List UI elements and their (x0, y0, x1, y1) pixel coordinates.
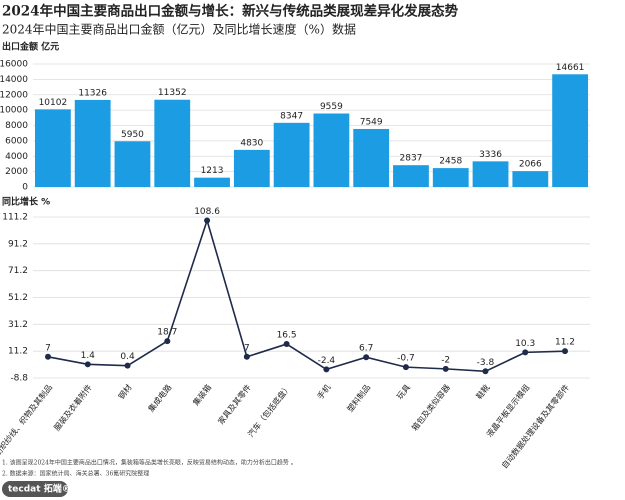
data-label: 11352 (158, 88, 187, 98)
y-axis-label: 同比增长 % (2, 196, 50, 208)
y-tick-label: 14000 (0, 75, 28, 85)
data-label: 14661 (556, 63, 585, 73)
x-tick-label: 玩具 (395, 383, 412, 401)
data-label: -3.8 (477, 358, 495, 368)
data-label: -2.4 (318, 356, 336, 366)
point (323, 366, 330, 373)
chart-subtitle: 2024年中国主要商品出口金额（亿元）及同比增长速度（%）数据 (2, 22, 356, 37)
point (124, 362, 131, 369)
data-label: 4830 (240, 138, 263, 148)
x-tick-label: 家具及其零件 (216, 382, 253, 426)
data-label: -0.7 (397, 354, 415, 364)
data-label: 3336 (479, 150, 502, 160)
bar (552, 74, 589, 187)
point (442, 365, 449, 372)
data-label: 2458 (439, 157, 462, 167)
point (204, 217, 211, 224)
data-label: 10.3 (515, 339, 535, 349)
point (283, 341, 290, 348)
data-label: 2837 (400, 154, 423, 164)
point (522, 349, 529, 356)
bar (154, 99, 191, 187)
y-tick-label: 31.2 (8, 320, 28, 330)
data-label: 1.4 (81, 351, 96, 361)
y-tick-label: 11.2 (8, 347, 28, 357)
y-tick-label: 12000 (0, 90, 28, 100)
x-tick-label: 塑料制品 (345, 382, 373, 413)
point (562, 348, 568, 355)
point (164, 338, 171, 345)
point (482, 368, 489, 375)
y-tick-label: 10000 (0, 106, 28, 116)
y-tick-label: -8.8 (10, 374, 28, 384)
chart-title: 2024年中国主要商品出口金额与增长：新兴与传统品类展现差异化发展态势 (2, 3, 459, 20)
y-tick-label: 0 (22, 183, 28, 193)
bar (512, 171, 549, 187)
x-tick-label: 集成电路 (146, 382, 174, 413)
bar (432, 168, 469, 187)
x-tick-label: 自动数据处理设备及其零部件 (499, 382, 571, 470)
data-label: 18.7 (157, 328, 177, 338)
y-tick-label: 71.2 (8, 266, 28, 276)
data-label: 11.2 (555, 338, 575, 348)
logo: tecdat 拓端® (8, 483, 71, 495)
data-label: 108.6 (194, 207, 220, 217)
bar (313, 113, 350, 187)
point (84, 361, 91, 368)
bar (472, 161, 509, 187)
x-tick-label: 纺织纱线、织物及其制品 (0, 382, 54, 458)
data-label: 11326 (78, 88, 107, 98)
logo-bg (2, 481, 68, 497)
y-tick-label: 6000 (5, 136, 28, 146)
data-label: 7549 (360, 117, 383, 127)
x-tick-label: 鞋靴 (474, 382, 492, 401)
x-tick-label: 钢材 (116, 382, 134, 401)
data-label: 10102 (39, 98, 68, 108)
data-label: 9559 (320, 102, 343, 112)
line (47, 217, 566, 373)
data-label: 7 (45, 343, 51, 353)
point (363, 354, 370, 361)
y-axis-label: 出口金额 亿元 (2, 41, 59, 53)
x-tick-label: 液晶平板显示模组 (484, 382, 531, 439)
data-label: -2 (441, 355, 450, 365)
data-label: 5950 (121, 130, 144, 140)
point (243, 353, 250, 360)
data-label: 8347 (280, 111, 303, 121)
data-label: 16.5 (277, 331, 297, 341)
point (402, 364, 409, 371)
bar (393, 165, 429, 187)
x-tick-label: 箱包及类似容器 (409, 382, 451, 432)
bar (194, 177, 230, 187)
y-tick-label: 16000 (0, 60, 28, 70)
bar (114, 141, 151, 187)
bar (233, 149, 270, 187)
y-tick-label: 51.2 (8, 293, 28, 303)
point (45, 353, 51, 360)
data-label: 7 (244, 343, 250, 353)
footnote: 2. 数据来源：国家统计局、海关总署、36氪研究院整理 (2, 470, 149, 478)
data-label: 6.7 (359, 344, 373, 354)
data-label: 2066 (519, 160, 542, 170)
y-tick-label: 8000 (5, 121, 28, 131)
y-tick-label: 2000 (5, 167, 28, 177)
y-tick-label: 111.2 (2, 213, 28, 223)
y-tick-label: 91.2 (8, 239, 28, 249)
data-label: 1213 (201, 166, 224, 176)
x-tick-label: 手机 (315, 382, 333, 401)
footnote: 1. 该图呈现2024年中国主要商品出口情况，集装箱等品类增长亮眼，反映贸易结构… (2, 459, 297, 467)
bar (34, 109, 71, 187)
bar (353, 128, 390, 187)
bar (273, 122, 310, 187)
x-tick-label: 服装及衣着附件 (52, 382, 94, 432)
data-label: 0.4 (120, 352, 135, 362)
y-tick-label: 4000 (5, 152, 28, 162)
x-tick-label: 集装箱 (191, 382, 214, 407)
x-tick-label: 汽车（包括底盘） (245, 382, 292, 439)
bar (74, 99, 111, 187)
